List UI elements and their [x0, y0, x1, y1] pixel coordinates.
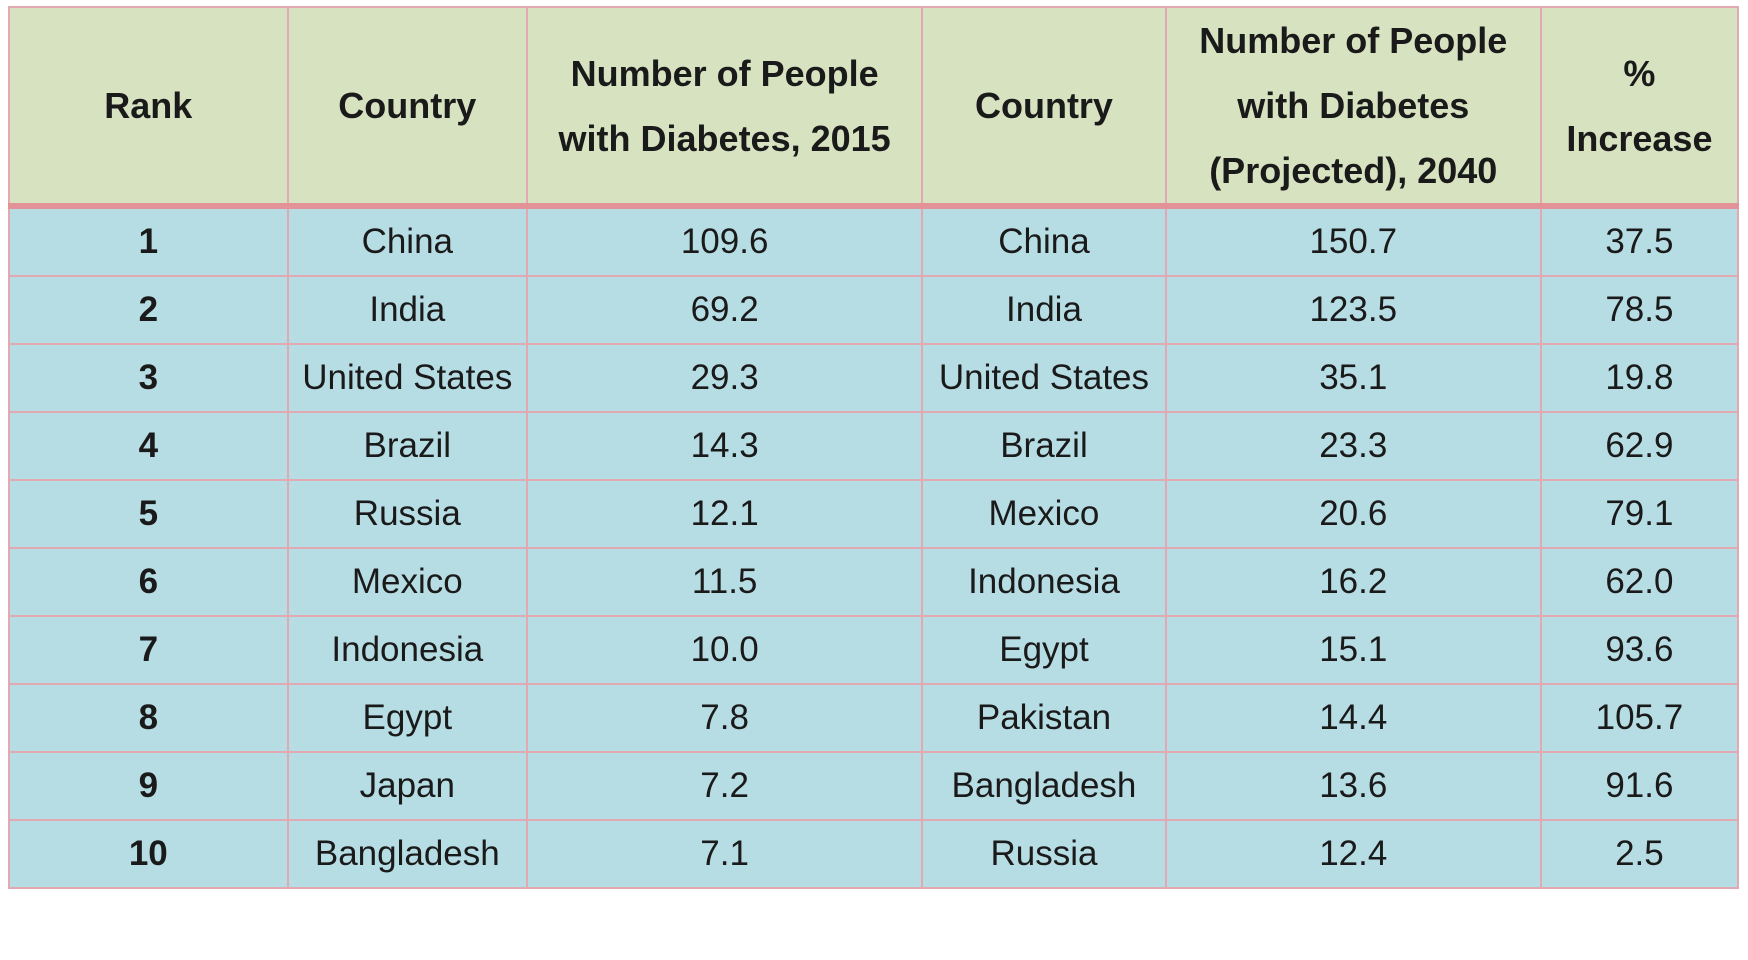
cell-rank: 7: [8, 615, 289, 685]
cell-country-2015: India: [286, 275, 528, 345]
table-row: 9 Japan 7.2 Bangladesh 13.6 91.6: [8, 751, 1740, 821]
cell-rank: 8: [8, 683, 289, 753]
diabetes-table: Rank Country Number of People with Diabe…: [8, 6, 1740, 889]
cell-rank: 6: [8, 547, 289, 617]
cell-percent-increase: 93.6: [1539, 615, 1740, 685]
cell-people-2040: 35.1: [1164, 343, 1542, 413]
header-people-2015: Number of People with Diabetes, 2015: [525, 6, 924, 209]
diabetes-table-container: Rank Country Number of People with Diabe…: [8, 6, 1740, 889]
table-row: 2 India 69.2 India 123.5 78.5: [8, 275, 1740, 345]
cell-rank: 9: [8, 751, 289, 821]
cell-rank: 10: [8, 819, 289, 889]
cell-rank: 4: [8, 411, 289, 481]
cell-percent-increase: 78.5: [1539, 275, 1740, 345]
table-body: 1 China 109.6 China 150.7 37.5 2 India 69.2 India…: [8, 205, 1740, 889]
cell-people-2015: 11.5: [525, 547, 924, 617]
table-row: 7 Indonesia 10.0 Egypt 15.1 93.6: [8, 615, 1740, 685]
cell-percent-increase: 91.6: [1539, 751, 1740, 821]
cell-people-2040: 12.4: [1164, 819, 1542, 889]
cell-percent-increase: 62.0: [1539, 547, 1740, 617]
cell-percent-increase: 37.5: [1539, 205, 1740, 277]
table-row: 8 Egypt 7.8 Pakistan 14.4 105.7: [8, 683, 1740, 753]
table-row: 6 Mexico 11.5 Indonesia 16.2 62.0: [8, 547, 1740, 617]
cell-country-2015: Egypt: [286, 683, 528, 753]
cell-country-2015: Indonesia: [286, 615, 528, 685]
cell-people-2015: 109.6: [525, 205, 924, 277]
cell-people-2015: 29.3: [525, 343, 924, 413]
cell-country-2015: China: [286, 205, 528, 277]
header-people-2040: Number of People with Diabetes (Projecte…: [1164, 6, 1542, 209]
cell-people-2040: 123.5: [1164, 275, 1542, 345]
cell-people-2040: 16.2: [1164, 547, 1542, 617]
cell-people-2015: 7.1: [525, 819, 924, 889]
cell-country-2040: Mexico: [921, 479, 1167, 549]
cell-people-2040: 13.6: [1164, 751, 1542, 821]
table-row: 5 Russia 12.1 Mexico 20.6 79.1: [8, 479, 1740, 549]
cell-rank: 1: [8, 205, 289, 277]
cell-country-2015: Russia: [286, 479, 528, 549]
cell-country-2040: Egypt: [921, 615, 1167, 685]
cell-people-2040: 23.3: [1164, 411, 1542, 481]
header-country-2015: Country: [286, 6, 528, 209]
cell-percent-increase: 2.5: [1539, 819, 1740, 889]
cell-rank: 3: [8, 343, 289, 413]
cell-rank: 2: [8, 275, 289, 345]
header-rank: Rank: [8, 6, 289, 209]
cell-people-2015: 12.1: [525, 479, 924, 549]
header-row: Rank Country Number of People with Diabe…: [8, 6, 1740, 209]
cell-percent-increase: 79.1: [1539, 479, 1740, 549]
cell-percent-increase: 105.7: [1539, 683, 1740, 753]
cell-country-2015: Japan: [286, 751, 528, 821]
cell-people-2015: 69.2: [525, 275, 924, 345]
table-row: 10 Bangladesh 7.1 Russia 12.4 2.5: [8, 819, 1740, 889]
table-row: 3 United States 29.3 United States 35.1 19.8: [8, 343, 1740, 413]
table-row: 1 China 109.6 China 150.7 37.5: [8, 205, 1740, 277]
cell-country-2015: Brazil: [286, 411, 528, 481]
cell-country-2040: Russia: [921, 819, 1167, 889]
table-row: 4 Brazil 14.3 Brazil 23.3 62.9: [8, 411, 1740, 481]
cell-people-2015: 14.3: [525, 411, 924, 481]
cell-people-2040: 14.4: [1164, 683, 1542, 753]
cell-people-2015: 7.8: [525, 683, 924, 753]
cell-people-2040: 150.7: [1164, 205, 1542, 277]
cell-country-2015: Mexico: [286, 547, 528, 617]
cell-people-2040: 15.1: [1164, 615, 1542, 685]
cell-country-2040: Indonesia: [921, 547, 1167, 617]
cell-country-2040: United States: [921, 343, 1167, 413]
cell-country-2040: Pakistan: [921, 683, 1167, 753]
cell-country-2040: Brazil: [921, 411, 1167, 481]
cell-percent-increase: 19.8: [1539, 343, 1740, 413]
cell-country-2040: China: [921, 205, 1167, 277]
cell-rank: 5: [8, 479, 289, 549]
cell-percent-increase: 62.9: [1539, 411, 1740, 481]
cell-people-2015: 7.2: [525, 751, 924, 821]
cell-country-2015: United States: [286, 343, 528, 413]
cell-country-2040: India: [921, 275, 1167, 345]
header-country-2040: Country: [921, 6, 1167, 209]
cell-country-2015: Bangladesh: [286, 819, 528, 889]
cell-country-2040: Bangladesh: [921, 751, 1167, 821]
cell-people-2040: 20.6: [1164, 479, 1542, 549]
header-percent-increase: % Increase: [1539, 6, 1740, 209]
cell-people-2015: 10.0: [525, 615, 924, 685]
